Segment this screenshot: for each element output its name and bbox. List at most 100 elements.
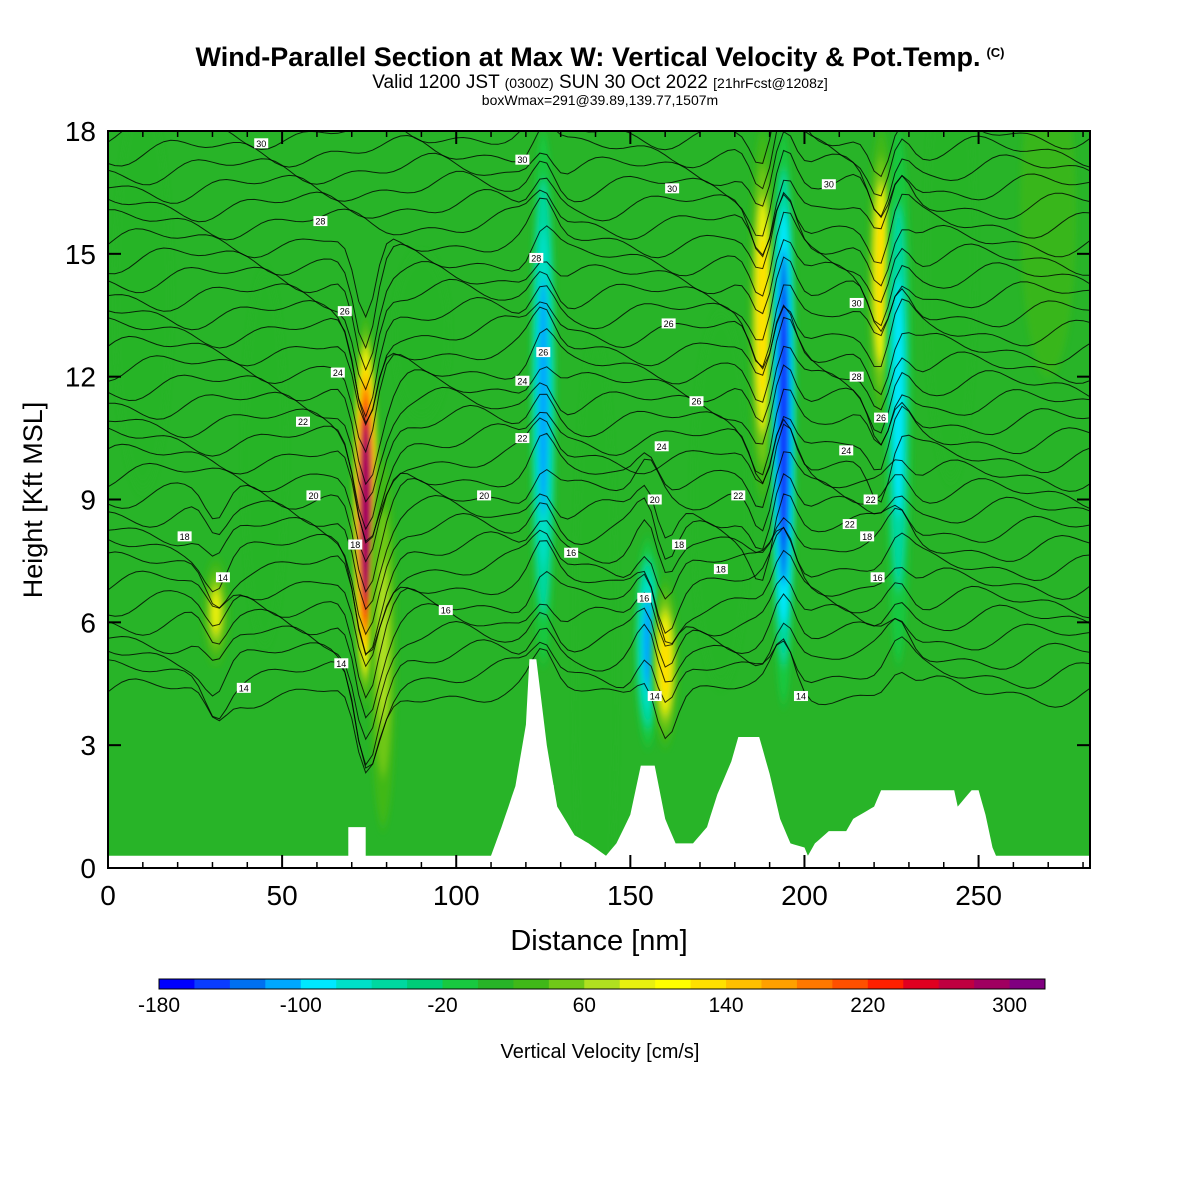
- contour-label-bg: [654, 441, 669, 452]
- contour-label-bg: [536, 347, 551, 358]
- contour-label-text: 22: [298, 417, 308, 427]
- colorbar-swatch: [371, 979, 408, 989]
- colorbar-swatch: [584, 979, 621, 989]
- contour-label-bg: [515, 433, 530, 444]
- contour-label: 16: [637, 592, 652, 603]
- contour-label-text: 30: [517, 155, 527, 165]
- contour-label-text: 18: [350, 540, 360, 550]
- colorbar-tick-label: 60: [573, 994, 596, 1017]
- x-tick-label: 100: [433, 880, 480, 911]
- contour-label-text: 22: [517, 434, 527, 444]
- theta-contour: [108, 527, 1090, 655]
- colorbar-swatch: [619, 979, 656, 989]
- contour-label: 26: [661, 318, 676, 329]
- contour-label: 14: [647, 691, 662, 702]
- theta-contour: [108, 364, 1090, 503]
- contour-label-text: 28: [852, 372, 862, 382]
- contour-label-bg: [254, 138, 269, 149]
- theta-contour: [108, 388, 1090, 531]
- colorbar-swatch: [867, 979, 904, 989]
- contour-label-bg: [665, 183, 680, 194]
- y-tick-label: 3: [80, 730, 96, 761]
- contour-label-text: 20: [479, 491, 489, 501]
- colorbar-label: Vertical Velocity [cm/s]: [501, 1041, 700, 1063]
- w-patch-3: [574, 335, 617, 868]
- colorbar-tick-label: -180: [138, 994, 180, 1017]
- theta-contour: [108, 304, 1090, 427]
- contour-label: 14: [793, 691, 808, 702]
- theta-contour: [108, 131, 1090, 197]
- contour-label: 30: [254, 138, 269, 149]
- theta-contour: [108, 451, 1090, 593]
- theta-contour: [108, 191, 1090, 319]
- colorbar-tick-label: 220: [850, 994, 885, 1017]
- w-feature-2: [369, 458, 397, 828]
- colorbar-swatch: [336, 979, 373, 989]
- chart-title-text: Wind-Parallel Section at Max W: Vertical…: [195, 42, 981, 72]
- theta-contour: [108, 345, 1090, 486]
- contour-label: 18: [860, 531, 875, 542]
- contour-label-text: 20: [650, 495, 660, 505]
- theta-contour: [108, 575, 1090, 719]
- contour-label-bg: [564, 547, 579, 558]
- contour-label-text: 22: [845, 520, 855, 530]
- theta-contour: [108, 638, 1090, 774]
- contour-label: 30: [849, 297, 864, 308]
- colorbar-swatch: [903, 979, 940, 989]
- theta-contour: [108, 189, 1090, 264]
- colorbar-swatch: [194, 979, 231, 989]
- theta-contour: [108, 405, 1090, 544]
- valid-date: SUN 30 Oct 2022: [558, 72, 708, 93]
- colorbar-swatch: [726, 979, 762, 989]
- colorbar-swatch: [442, 979, 479, 989]
- colorbar-swatch: [513, 979, 550, 989]
- contour-label: 24: [515, 375, 530, 386]
- contour-label-bg: [842, 519, 857, 530]
- contour-label-bg: [863, 494, 878, 505]
- contour-label-text: 26: [876, 413, 886, 423]
- theta-contour: [108, 549, 1090, 699]
- x-tick-label: 250: [955, 880, 1002, 911]
- y-axis-label: Height [Kft MSL]: [18, 402, 48, 599]
- theta-contour: [108, 423, 1090, 563]
- contour-label: 22: [731, 490, 746, 501]
- x-tick-label: 150: [607, 880, 654, 911]
- contour-label-text: 14: [796, 692, 806, 702]
- w-band: [211, 589, 221, 636]
- contour-label-text: 26: [664, 319, 674, 329]
- contour-label-bg: [337, 306, 352, 317]
- colorbar-swatch: [761, 979, 798, 989]
- contour-label-text: 14: [336, 659, 346, 669]
- contour-label-bg: [731, 490, 746, 501]
- contour-label-text: 14: [239, 683, 249, 693]
- theta-contour: [108, 239, 1090, 372]
- w-band: [538, 277, 549, 517]
- contour-label-bg: [296, 416, 311, 427]
- box-info: boxWmax=291@39.89,139.77,1507m: [481, 92, 719, 108]
- colorbar-swatch: [655, 979, 692, 989]
- contour-label-text: 16: [566, 548, 576, 558]
- contour-label-bg: [515, 154, 530, 165]
- contour-label: 18: [348, 539, 363, 550]
- contour-label: 16: [564, 547, 579, 558]
- contour-label-bg: [647, 691, 662, 702]
- forecast-info: [21hrFcst@1208z]: [713, 75, 828, 91]
- colorbar-swatch: [690, 979, 727, 989]
- colorbar-swatch: [938, 979, 975, 989]
- terrain-mask: [108, 659, 1090, 868]
- contour-label-text: 30: [824, 180, 834, 190]
- colorbar-swatch: [548, 979, 585, 989]
- w-band: [360, 422, 371, 598]
- contour-label-bg: [689, 396, 704, 407]
- contour-label: 16: [870, 572, 885, 583]
- contour-label-bg: [215, 572, 230, 583]
- contour-label-bg: [330, 367, 345, 378]
- contour-label-text: 18: [862, 532, 872, 542]
- w-band: [757, 232, 768, 399]
- contour-label: 24: [839, 445, 854, 456]
- w-patch-1: [243, 274, 286, 643]
- contour-label-text: 16: [639, 593, 649, 603]
- colorbar-swatch: [1009, 979, 1046, 989]
- contour-label: 20: [647, 494, 662, 505]
- theta-contour: [108, 149, 1090, 237]
